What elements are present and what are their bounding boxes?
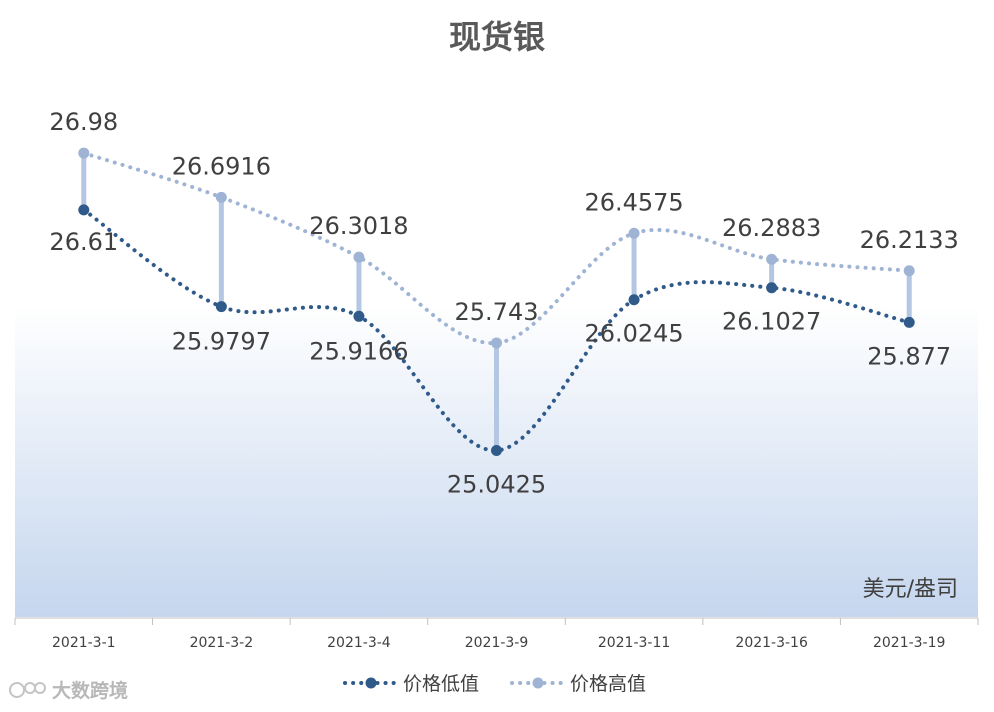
point-low [766,282,778,294]
data-label-low: 25.9797 [172,328,271,356]
data-label-high: 26.98 [49,108,118,136]
x-tick-label: 2021-3-1 [52,635,116,651]
x-tick-label: 2021-3-2 [190,635,254,651]
x-tick-label: 2021-3-11 [598,635,670,651]
point-low [78,204,90,216]
x-tick-label: 2021-3-16 [735,635,808,651]
data-label-low: 26.61 [49,228,118,256]
data-label-low: 25.9166 [309,337,408,365]
x-tick-label: 2021-3-9 [465,635,529,651]
data-points [78,147,915,456]
point-high [215,191,227,203]
legend: 价格低值 价格高值 [343,673,646,695]
data-label-high: 26.2883 [722,214,821,242]
legend-marker-low [365,677,377,689]
point-low [215,301,227,313]
data-label-high: 26.6916 [172,152,271,180]
legend-label-high: 价格高值 [570,673,646,695]
data-label-high: 26.3018 [309,212,408,240]
point-high [628,227,640,239]
watermark-logo-dot-icon [24,682,36,694]
data-label-low: 25.877 [867,342,951,370]
legend-marker-high [532,677,544,689]
point-low [628,294,640,306]
point-high [491,337,502,349]
chart-title: 现货银 [449,18,545,56]
point-low [903,316,915,328]
point-high [766,253,778,265]
data-label-low: 25.0425 [447,470,546,498]
data-label-low: 26.1027 [722,308,821,336]
x-tick-label: 2021-3-4 [327,635,391,651]
data-label-high: 26.4575 [584,188,683,216]
high-low-lines [81,153,912,451]
data-label-high: 25.743 [455,298,539,326]
watermark: 大数跨境 [9,679,128,702]
legend-label-low: 价格低值 [403,673,479,695]
point-high [353,251,365,263]
x-axis-ticks: 2021-3-1 2021-3-2 2021-3-4 2021-3-9 2021-3-1… [14,618,979,651]
point-high [78,147,90,159]
watermark-logo-icon [9,682,25,698]
data-labels: 26.61 25.9797 25.9166 25.0425 26.0245 26.1027… [49,108,958,498]
point-high [903,265,915,277]
watermark-text: 大数跨境 [52,679,128,702]
data-label-low: 26.0245 [584,320,683,348]
x-tick-label: 2021-3-19 [873,635,945,651]
unit-label: 美元/盎司 [863,577,958,602]
data-label-high: 26.2133 [860,226,959,254]
point-low [491,444,502,456]
point-low [353,310,365,322]
watermark-logo-dot2-icon [34,682,46,694]
